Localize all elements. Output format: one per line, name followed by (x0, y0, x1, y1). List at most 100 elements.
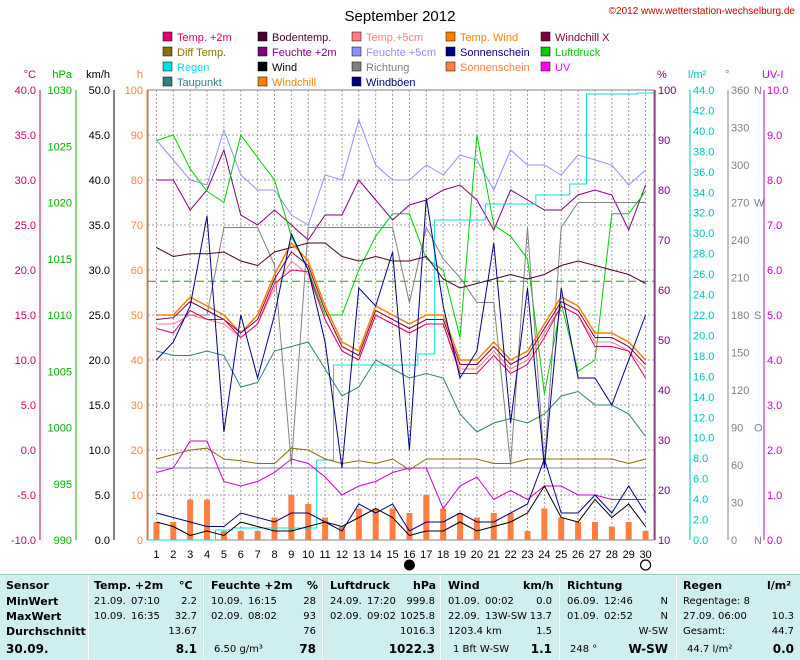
hours-unit: h (137, 69, 143, 81)
x-tick-label: 5 (221, 549, 227, 561)
rain-tick: 20.0 (693, 330, 714, 342)
stats-direction-avg-value: W-SW (638, 626, 668, 637)
direction-letter: W (754, 198, 765, 210)
sunshine-bar (322, 517, 329, 540)
stats-humidity-avg-value: 76 (303, 626, 316, 637)
legend-swatch (257, 61, 268, 72)
series-line-11 (156, 447, 646, 471)
stats-direction-header: Richtung (567, 579, 623, 592)
temp-tick: 0.0 (21, 445, 36, 457)
x-tick-label: 20 (471, 549, 483, 561)
sunshine-bar (204, 499, 211, 540)
wind-tick: 25.0 (89, 310, 110, 322)
stats-temp-current: 8.1 (175, 642, 197, 656)
sunshine-bar (608, 526, 615, 540)
legend-label: UV (555, 62, 571, 74)
legend-swatch (257, 46, 268, 57)
rain-tick: 8.0 (693, 453, 708, 465)
stats-maxwert-label: MaxWert (6, 610, 62, 623)
rain-tick: 0.0 (693, 535, 708, 547)
direction-tick: 0 (731, 535, 737, 547)
rain-tick: 28.0 (693, 249, 714, 261)
legend-label: Temp. +2m (177, 32, 232, 44)
pressure-tick: 1015 (48, 254, 72, 266)
stats-panel: Sensor MinWert MaxWert Durchschnitt 30.0… (0, 574, 800, 660)
weather-chart: September 2012 ©2012 www.wetterstation-w… (11, 6, 795, 571)
stats-direction-min-date: 06.09. (567, 596, 599, 607)
x-tick-label: 22 (505, 549, 517, 561)
series-line-3 (148, 92, 654, 541)
humidity-tick: 80 (658, 185, 670, 197)
hours-tick: 40 (131, 355, 143, 367)
stats-rain-max-date: 27.09. 06:00 (683, 611, 747, 622)
sunshine-bar (423, 495, 430, 540)
series-line-4 (156, 202, 646, 466)
humidity-unit: % (657, 69, 667, 81)
uv-tick: 1.0 (767, 490, 782, 502)
sunshine-bar (237, 531, 244, 540)
uv-tick: 3.0 (767, 400, 782, 412)
sunshine-bar (389, 508, 396, 540)
rain-tick: 44.0 (693, 85, 714, 97)
series-line-1 (156, 148, 647, 241)
rain-unit: l/m² (688, 69, 707, 81)
sunshine-bar (254, 531, 261, 540)
sunshine-bar (153, 522, 160, 540)
stats-rain-total-value: 44.7 (771, 626, 794, 637)
stats-temp: Temp. +2m °C 21.09. 07:10 2.2 10.09. 16:… (89, 575, 203, 660)
stats-humidity-min-date: 10.09. (211, 596, 243, 607)
direction-tick: 240 (731, 235, 749, 247)
x-tick-label: 18 (437, 549, 449, 561)
stats-rain-max-value: 10.3 (771, 611, 794, 622)
uv-tick: 4.0 (767, 355, 782, 367)
series-line-6 (156, 241, 647, 361)
rain-tick: 18.0 (693, 351, 714, 363)
series-line-15 (156, 485, 646, 537)
stats-pressure-avg-value: 1016.3 (400, 626, 435, 637)
x-tick-label: 1 (153, 549, 159, 561)
wind-tick: 10.0 (89, 445, 110, 457)
legend-label: Diff Temp. (177, 47, 226, 59)
humidity-tick: 100 (658, 85, 676, 97)
legend-label: Windchill X (555, 32, 610, 44)
sunshine-bar (271, 517, 278, 540)
x-tick-label: 14 (370, 549, 382, 561)
stats-pressure-current: 1022.3 (388, 642, 435, 656)
legend-label: Windchill (272, 77, 316, 89)
stats-humidity-min-value: 28 (303, 596, 316, 607)
stats-temp-min-date: 21.09. (94, 596, 126, 607)
sunshine-bar (625, 522, 632, 540)
stats-temp-max-date: 10.09. (94, 611, 126, 622)
direction-unit: ° (725, 69, 729, 81)
stats-wind-max-time: 13W-SW (485, 611, 528, 622)
stats-humidity-unit: % (307, 579, 319, 592)
x-tick-label: 30 (639, 549, 651, 561)
sunshine-bar (440, 508, 447, 540)
legend-swatch (162, 61, 173, 72)
rain-tick: 36.0 (693, 167, 714, 179)
legend-swatch (445, 61, 456, 72)
hours-tick: 20 (131, 445, 143, 457)
legend-label: Temp.+5cm (366, 32, 423, 44)
x-tick-label: 10 (302, 549, 314, 561)
legend-label: Windböen (366, 77, 416, 89)
sunshine-bar (591, 522, 598, 540)
rain-tick: 30.0 (693, 228, 714, 240)
hours-tick: 60 (131, 265, 143, 277)
x-tick-label: 3 (187, 549, 193, 561)
series-line-14 (156, 197, 647, 469)
temp-tick: 15.0 (15, 310, 36, 322)
legend-label: Luftdruck (555, 47, 601, 59)
sunshine-bar (642, 531, 649, 540)
stats-rain-extra: 44.7 l/m² (687, 644, 733, 655)
temp-tick: 25.0 (15, 220, 36, 232)
temp-tick: 30.0 (15, 175, 36, 187)
stats-temp-avg-value: 13.67 (168, 626, 197, 637)
humidity-tick: 60 (658, 285, 670, 297)
direction-tick: 90 (731, 423, 743, 435)
stats-temp-header: Temp. +2m (94, 579, 164, 592)
hours-tick: 100 (125, 85, 143, 97)
stats-direction-min-value: N (660, 596, 668, 607)
temp-tick: -5.0 (17, 490, 36, 502)
stats-rain-total-label: Gesamt: (683, 626, 726, 637)
